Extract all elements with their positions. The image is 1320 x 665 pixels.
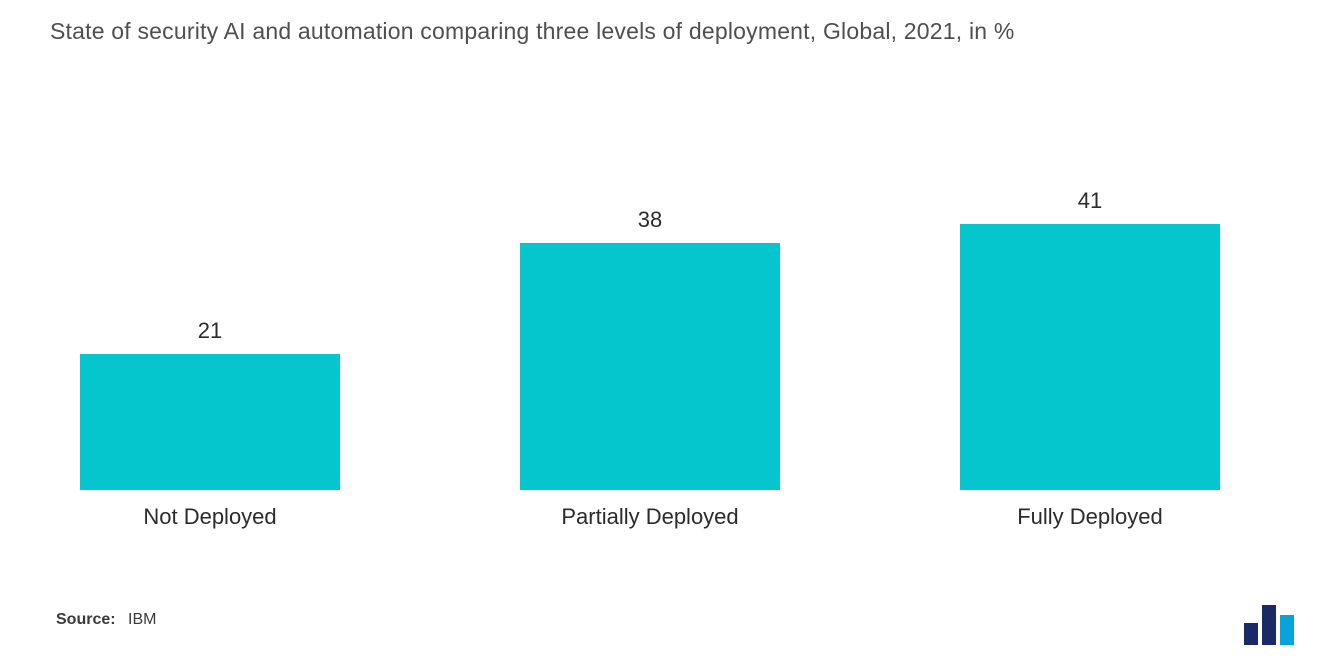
bar-slot: 21 (80, 318, 340, 490)
bars-container: 21 38 41 (80, 110, 1220, 490)
bar-rect (80, 354, 340, 490)
chart-title: State of security AI and automation comp… (50, 18, 1015, 45)
bar-value-label: 41 (1078, 188, 1102, 214)
source-value: IBM (128, 611, 156, 628)
brand-logo-icon (1242, 601, 1298, 645)
source-line: Source: IBM (56, 611, 156, 629)
bar-value-label: 21 (198, 318, 222, 344)
x-axis-label: Not Deployed (80, 504, 340, 530)
bar-rect (520, 243, 780, 490)
bar-rect (960, 224, 1220, 490)
bar-slot: 41 (960, 188, 1220, 490)
x-axis-label: Fully Deployed (960, 504, 1220, 530)
bar-slot: 38 (520, 207, 780, 490)
x-axis-label: Partially Deployed (520, 504, 780, 530)
source-label: Source: (56, 611, 116, 628)
chart-area: 21 38 41 Not Deployed Partially Deployed Ful… (80, 110, 1220, 540)
x-axis-labels: Not Deployed Partially Deployed Fully Depl… (80, 504, 1220, 530)
bar-value-label: 38 (638, 207, 662, 233)
